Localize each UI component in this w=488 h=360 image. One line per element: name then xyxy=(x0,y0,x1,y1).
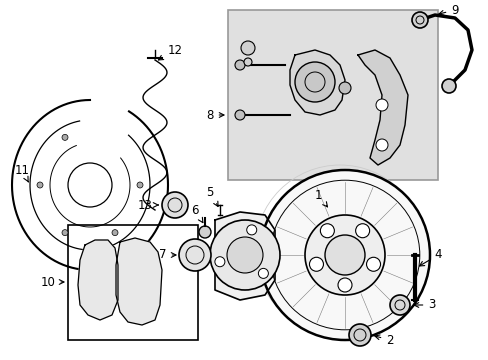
Circle shape xyxy=(246,225,256,235)
Bar xyxy=(227,10,437,180)
Circle shape xyxy=(294,62,334,102)
Circle shape xyxy=(137,182,142,188)
Circle shape xyxy=(338,82,350,94)
Circle shape xyxy=(320,224,334,238)
Polygon shape xyxy=(289,50,345,115)
Text: 13: 13 xyxy=(137,198,158,212)
Circle shape xyxy=(375,139,387,151)
Text: 7: 7 xyxy=(159,248,176,261)
Circle shape xyxy=(226,237,263,273)
Circle shape xyxy=(411,12,427,28)
Circle shape xyxy=(389,295,409,315)
Circle shape xyxy=(209,220,280,290)
Circle shape xyxy=(37,182,43,188)
Polygon shape xyxy=(116,238,162,325)
Bar xyxy=(68,225,198,340)
Circle shape xyxy=(325,235,364,275)
Circle shape xyxy=(348,324,370,346)
Text: 11: 11 xyxy=(15,163,29,182)
Circle shape xyxy=(441,79,455,93)
Circle shape xyxy=(305,215,384,295)
Circle shape xyxy=(244,58,251,66)
Circle shape xyxy=(309,257,323,271)
Text: 4: 4 xyxy=(419,248,441,266)
Text: 10: 10 xyxy=(41,275,64,288)
Circle shape xyxy=(62,230,68,236)
Circle shape xyxy=(241,41,254,55)
Circle shape xyxy=(260,170,429,340)
Circle shape xyxy=(162,192,187,218)
Circle shape xyxy=(214,257,224,267)
Text: 5: 5 xyxy=(206,185,218,207)
Circle shape xyxy=(199,226,210,238)
Text: 12: 12 xyxy=(158,44,182,60)
Polygon shape xyxy=(357,50,407,165)
Text: 3: 3 xyxy=(413,298,435,311)
Circle shape xyxy=(355,224,369,238)
Polygon shape xyxy=(215,212,274,300)
Circle shape xyxy=(235,60,244,70)
Circle shape xyxy=(258,269,268,278)
Text: 1: 1 xyxy=(314,189,327,207)
Text: 2: 2 xyxy=(374,333,393,346)
Text: 6: 6 xyxy=(191,203,203,222)
Circle shape xyxy=(235,110,244,120)
Circle shape xyxy=(112,230,118,236)
Text: 9: 9 xyxy=(438,4,458,17)
Circle shape xyxy=(62,134,68,140)
Circle shape xyxy=(366,257,380,271)
Text: 8: 8 xyxy=(206,108,224,122)
Circle shape xyxy=(375,99,387,111)
Circle shape xyxy=(337,278,351,292)
Polygon shape xyxy=(78,240,118,320)
Circle shape xyxy=(179,239,210,271)
